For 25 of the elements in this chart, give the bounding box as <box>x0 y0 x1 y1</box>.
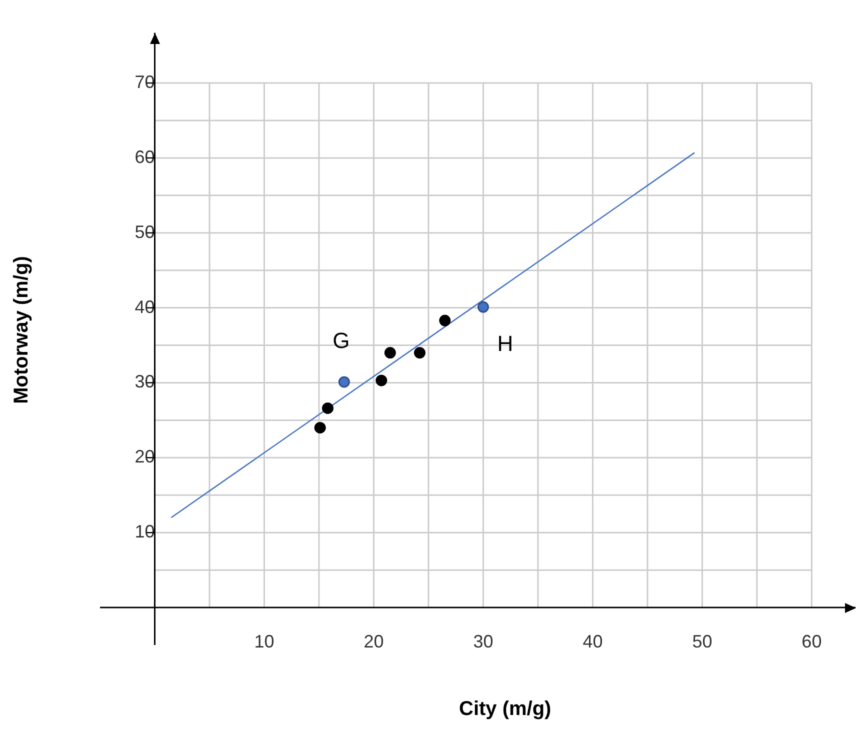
x-tick-label: 10 <box>254 631 274 652</box>
x-tick-label: 30 <box>473 631 494 652</box>
annotation: G <box>332 328 350 354</box>
x-tick-label: 60 <box>802 631 822 652</box>
y-tick-label: 30 <box>134 372 155 392</box>
point <box>477 301 489 313</box>
x-tick-label: 50 <box>692 631 712 652</box>
y-tick-label: 20 <box>134 446 155 467</box>
y-tick-label: 40 <box>134 296 155 317</box>
point <box>338 376 350 388</box>
y-tick-label: 10 <box>134 522 155 542</box>
annotation: H <box>497 331 514 356</box>
x-tick-label: 40 <box>582 631 603 652</box>
y-tick-label: 70 <box>134 72 155 92</box>
y-tick-label: 60 <box>134 146 155 167</box>
x-tick-label: 20 <box>364 631 384 652</box>
y-tick-label: 50 <box>134 222 155 242</box>
point <box>414 347 426 359</box>
point <box>314 422 326 434</box>
y-axis-title: Motorway (m/g) <box>10 256 34 404</box>
x-axis-title: City (m/g) <box>459 698 552 721</box>
point <box>376 374 388 386</box>
point <box>384 347 396 359</box>
point <box>322 402 334 414</box>
point <box>439 314 451 326</box>
